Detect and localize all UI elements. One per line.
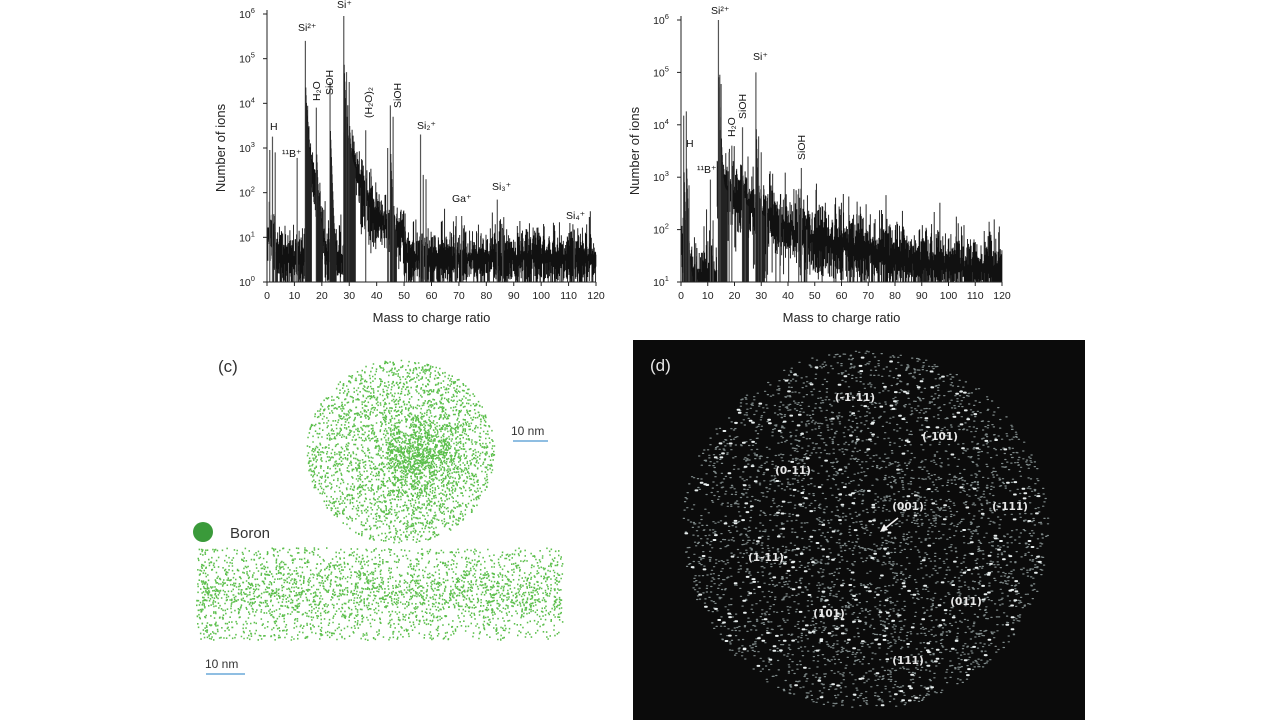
boron-atoms-side-view <box>196 547 564 641</box>
peak-tail <box>330 131 337 282</box>
x-axis-label: Mass to charge ratio <box>373 310 491 325</box>
y-tick-label: 102 <box>239 185 255 200</box>
x-tick-label: 50 <box>398 290 410 302</box>
x-tick-label: 0 <box>678 290 684 302</box>
y-tick-label: 104 <box>239 95 255 110</box>
scale-bar-top-label: 10 nm <box>511 424 544 438</box>
x-tick-label: 40 <box>371 290 383 302</box>
boron-legend-marker <box>193 522 213 542</box>
peak-label: H₂O <box>726 117 738 137</box>
x-tick-label: 10 <box>702 290 714 302</box>
mass-spectrum-right: 0 10 20 30 40 50 60 70 80 90 100 110 120 101 102 103 104… <box>627 5 1011 325</box>
y-tick-label: 105 <box>653 64 669 79</box>
x-axis-label: Mass to charge ratio <box>783 310 901 325</box>
bright-hit-points <box>684 356 1042 707</box>
pole-label: (011) <box>950 596 982 608</box>
pole-label: (001) <box>892 501 924 513</box>
peak-label: ¹¹B⁺ <box>697 164 717 176</box>
peak-label: H <box>686 138 694 150</box>
peak-label: SiOH <box>737 94 749 119</box>
x-tick-label: 110 <box>560 290 577 302</box>
x-tick-label: 100 <box>532 290 550 302</box>
pole-label: (101) <box>813 608 845 620</box>
x-tick-label: 60 <box>426 290 438 302</box>
y-tick-label: 101 <box>239 229 255 244</box>
x-tick-label: 30 <box>755 290 767 302</box>
x-tick-label: 40 <box>782 290 794 302</box>
boron-legend-label: Boron <box>230 525 270 542</box>
pole-label: (0-11) <box>775 465 811 477</box>
y-tick-label: 106 <box>239 6 255 21</box>
y-axis-label: Number of ions <box>213 103 228 192</box>
y-tick-label: 103 <box>653 169 669 184</box>
x-tick-label: 70 <box>862 290 874 302</box>
detector-hits <box>682 350 1050 708</box>
x-tick-label: 90 <box>916 290 928 302</box>
x-tick-label: 120 <box>587 290 605 302</box>
hit-points <box>682 350 1050 708</box>
boron-atoms-top-view <box>306 359 496 544</box>
panel-c-atom-map: (c) 10 nm Boron 10 nm <box>193 357 564 675</box>
y-tick-label: 102 <box>653 222 669 237</box>
peak-label: Si₃⁺ <box>492 181 512 193</box>
x-tick-label: 110 <box>967 290 984 302</box>
x-tick-label: 30 <box>343 290 355 302</box>
pole-label: (-101) <box>922 431 958 443</box>
y-tick-label: 101 <box>653 274 669 289</box>
x-tick-label: 10 <box>289 290 301 302</box>
peak-label: Si⁺ <box>753 51 768 63</box>
scale-bar-bottom-label: 10 nm <box>205 657 238 671</box>
peak-label: SiOH <box>324 70 336 95</box>
arrow-icon <box>880 517 899 532</box>
peak-label: Si²⁺ <box>298 22 317 34</box>
x-tick-label: 90 <box>508 290 520 302</box>
y-tick-label: 103 <box>239 140 255 155</box>
pole-label: (1-11) <box>748 552 784 564</box>
pole-label: (-111) <box>992 501 1028 513</box>
x-tick-label: 60 <box>836 290 848 302</box>
panel-d-label: (d) <box>650 356 671 375</box>
x-tick-label: 20 <box>729 290 741 302</box>
x-tick-label: 50 <box>809 290 821 302</box>
peak-label: Si²⁺ <box>711 5 730 17</box>
y-axis-label: Number of ions <box>627 106 642 195</box>
peak-tail <box>721 138 728 282</box>
detector-background <box>633 340 1085 720</box>
peak-label: (H₂O)₂ <box>363 87 375 118</box>
pole-label: (-1-11) <box>835 392 875 404</box>
x-tick-label: 0 <box>264 290 270 302</box>
mass-spectrum-left: 0 10 20 30 40 50 60 70 80 90 100 110 120 100 101 102 103… <box>213 0 605 325</box>
peak-tail <box>349 126 356 282</box>
peak-label: ¹¹B⁺ <box>282 148 302 160</box>
y-tick-label: 105 <box>239 51 255 66</box>
y-tick-label: 104 <box>653 117 669 132</box>
x-tick-label: 70 <box>453 290 465 302</box>
x-tick-label: 120 <box>993 290 1011 302</box>
peak-label: Si₄⁺ <box>566 210 586 222</box>
peak-label: H₂O <box>311 81 323 101</box>
peak-label: Ga⁺ <box>452 193 472 205</box>
peak-tail <box>305 87 312 282</box>
peak-label: SiOH <box>796 135 808 160</box>
x-tick-label: 80 <box>889 290 901 302</box>
peak-label: Si⁺ <box>337 0 352 11</box>
x-tick-label: 100 <box>940 290 958 302</box>
panel-d-field-desorption-map: (d) (-1-11) (-101) (0-11) (001) (-111) (1-11)… <box>633 340 1085 720</box>
peak-label: SiOH <box>392 83 404 108</box>
pole-label: (111) <box>892 655 924 667</box>
x-tick-label: 80 <box>480 290 492 302</box>
y-tick-label: 106 <box>653 12 669 27</box>
peak-label: H <box>270 121 278 133</box>
peak-label: Si₂⁺ <box>417 120 436 132</box>
peak-tail <box>316 154 323 282</box>
y-tick-label: 100 <box>239 274 255 289</box>
x-tick-label: 20 <box>316 290 328 302</box>
panel-c-label: (c) <box>218 357 238 376</box>
